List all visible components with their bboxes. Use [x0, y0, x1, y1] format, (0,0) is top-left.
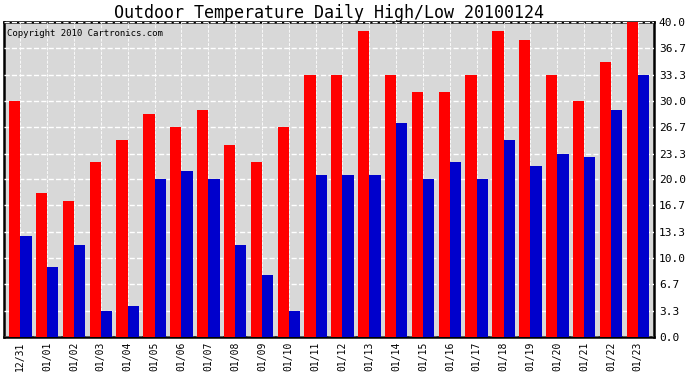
Bar: [170, 127, 181, 337]
Bar: [9, 101, 20, 337]
Title: Outdoor Temperature Daily High/Low 20100124: Outdoor Temperature Daily High/Low 20100…: [114, 4, 544, 22]
Bar: [423, 180, 434, 337]
Bar: [289, 310, 300, 337]
Bar: [611, 110, 622, 337]
Bar: [358, 31, 369, 337]
Bar: [627, 22, 638, 337]
Bar: [101, 310, 112, 337]
Bar: [342, 175, 354, 337]
Bar: [277, 127, 289, 337]
Bar: [466, 75, 477, 337]
Bar: [385, 75, 396, 337]
Bar: [63, 201, 74, 337]
Bar: [331, 75, 342, 337]
Bar: [558, 153, 569, 337]
Text: Copyright 2010 Cartronics.com: Copyright 2010 Cartronics.com: [8, 28, 164, 38]
Bar: [181, 171, 193, 337]
Bar: [493, 31, 504, 337]
Bar: [128, 306, 139, 337]
Bar: [369, 175, 381, 337]
Bar: [546, 75, 558, 337]
Bar: [304, 75, 315, 337]
Bar: [573, 101, 584, 337]
Bar: [450, 162, 461, 337]
Bar: [74, 244, 86, 337]
Bar: [477, 180, 488, 337]
Bar: [197, 110, 208, 337]
Bar: [504, 140, 515, 337]
Bar: [36, 193, 47, 337]
Bar: [315, 175, 327, 337]
Bar: [20, 236, 32, 337]
Bar: [208, 180, 219, 337]
Bar: [155, 180, 166, 337]
Bar: [262, 275, 273, 337]
Bar: [250, 162, 262, 337]
Bar: [638, 75, 649, 337]
Bar: [144, 114, 155, 337]
Bar: [531, 166, 542, 337]
Bar: [412, 92, 423, 337]
Bar: [439, 92, 450, 337]
Bar: [224, 145, 235, 337]
Bar: [47, 267, 59, 337]
Bar: [584, 158, 595, 337]
Bar: [117, 140, 128, 337]
Bar: [90, 162, 101, 337]
Bar: [235, 244, 246, 337]
Bar: [396, 123, 408, 337]
Bar: [519, 40, 531, 337]
Bar: [600, 62, 611, 337]
